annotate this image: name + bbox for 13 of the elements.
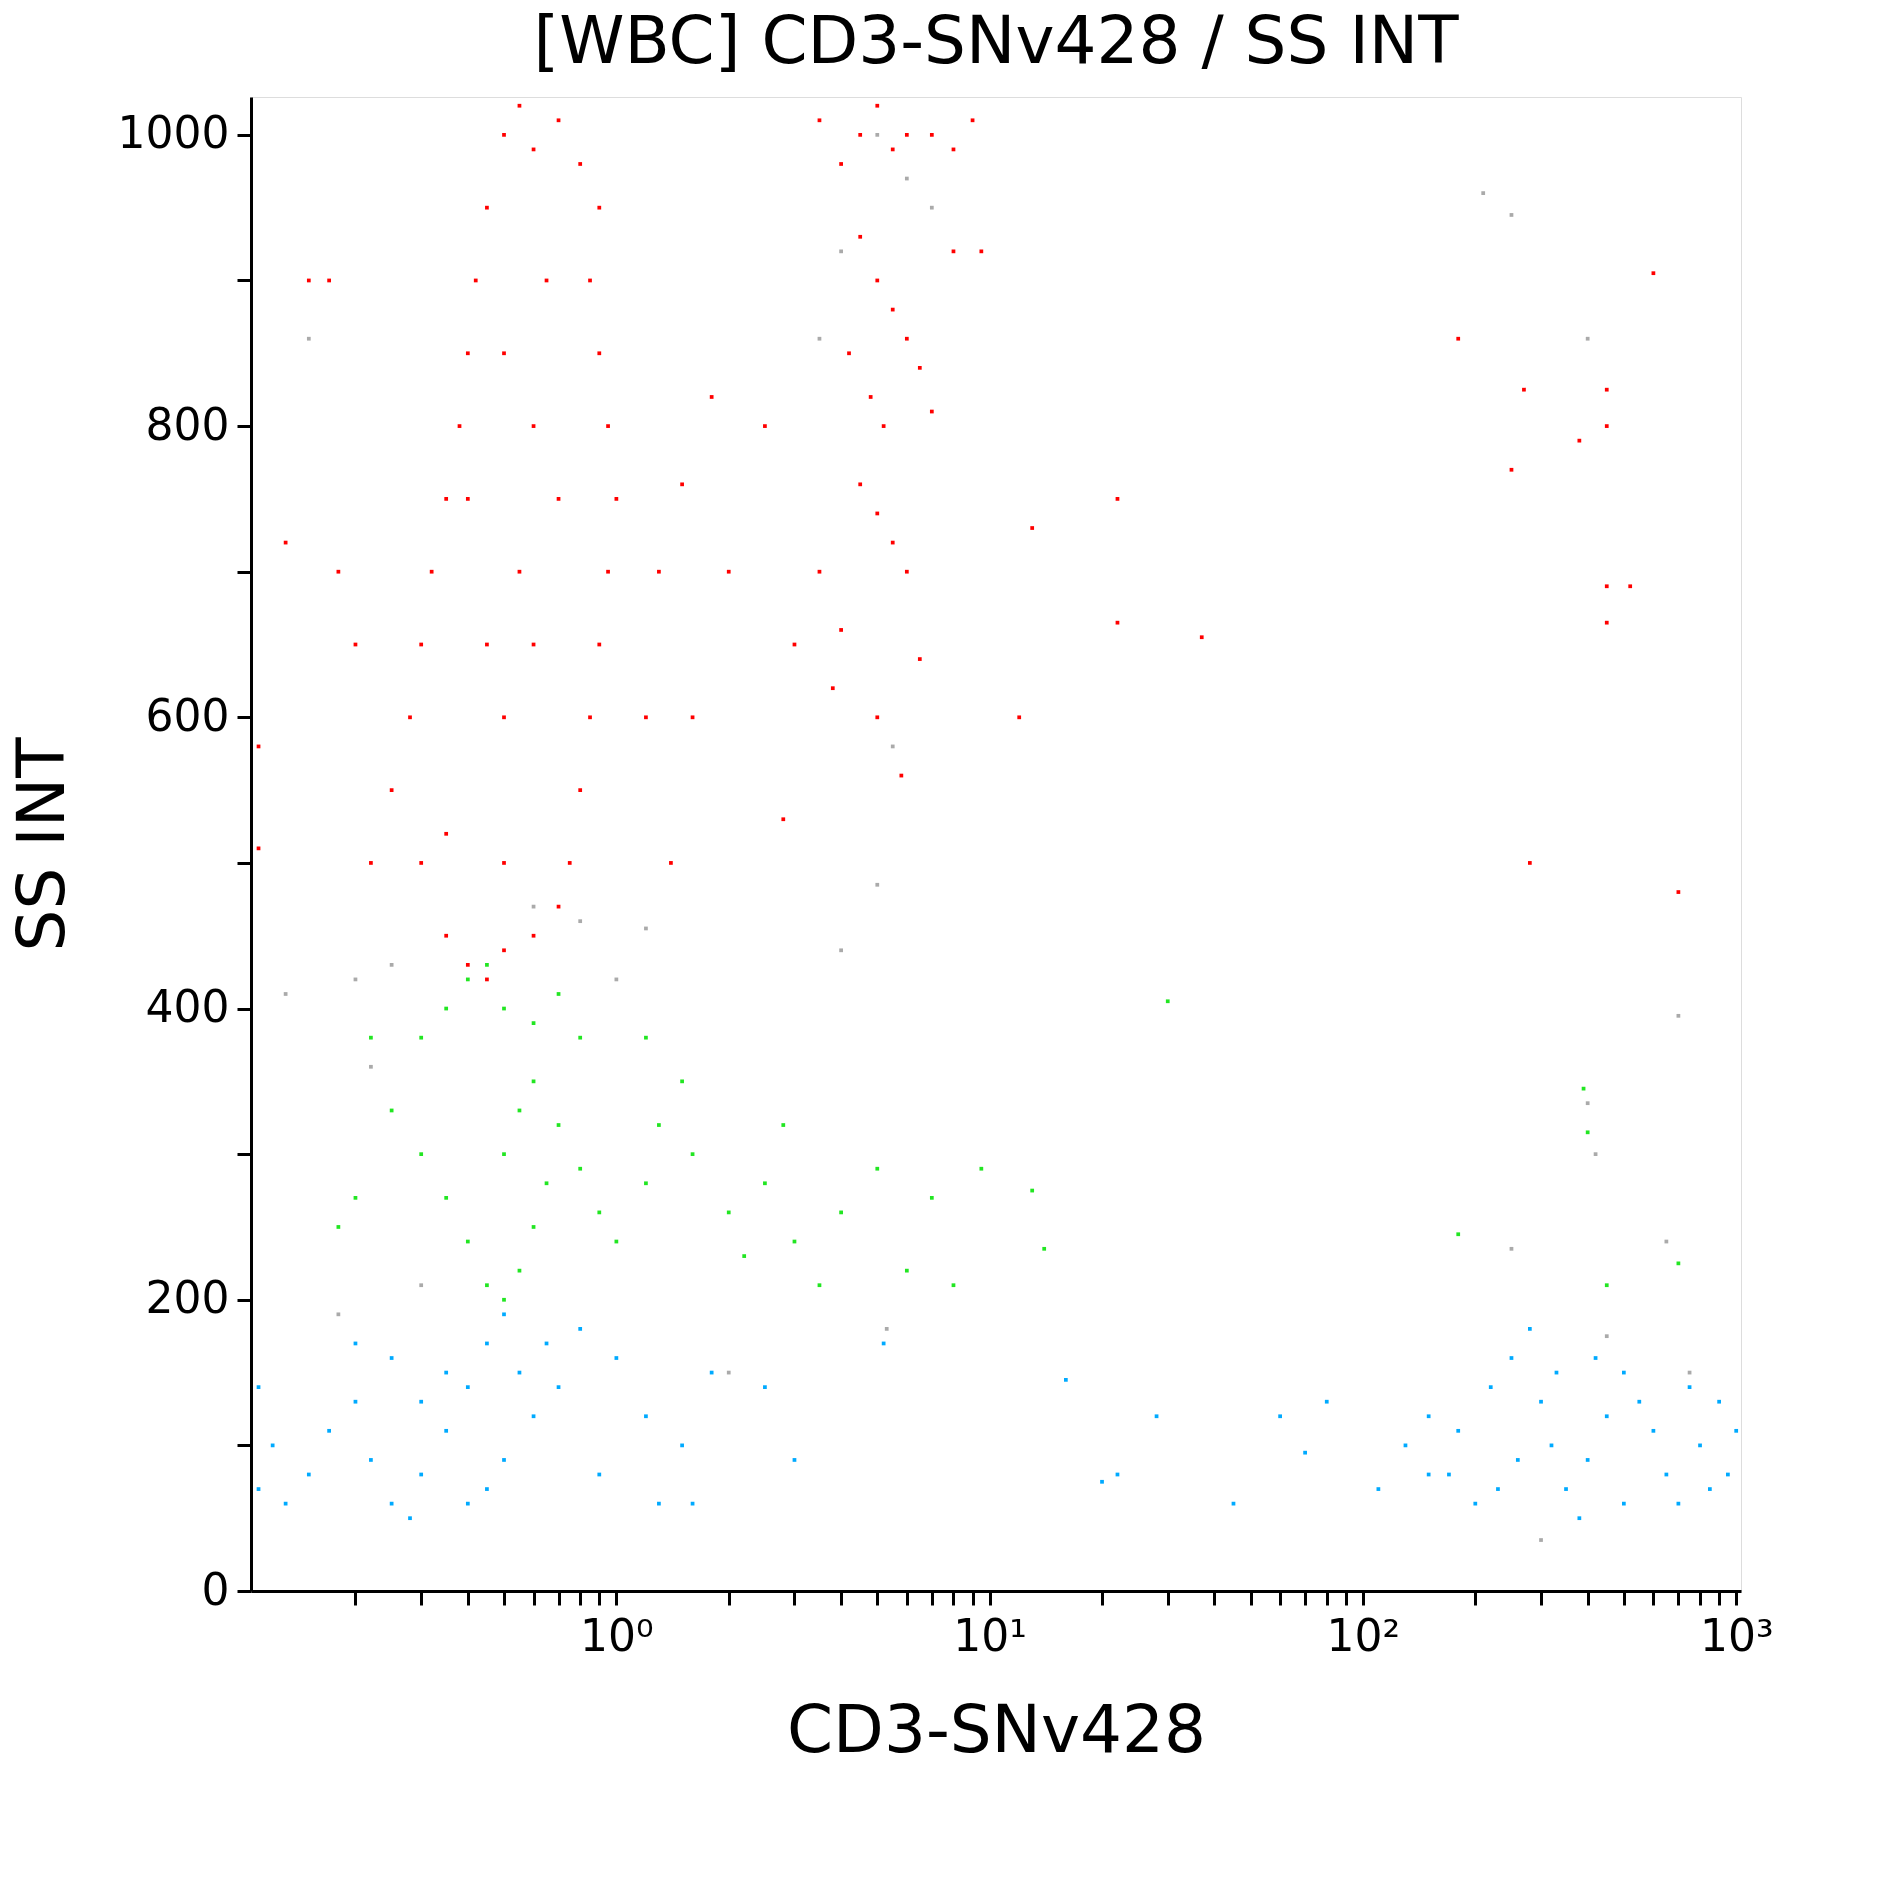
x-tick-label: 10⁰	[580, 1609, 654, 1661]
y-tick-label: 1000	[117, 107, 230, 159]
x-tick-label: 10²	[1326, 1609, 1401, 1661]
y-tick-label: 0	[201, 1563, 230, 1615]
y-tick-label: 600	[145, 689, 230, 741]
y-tick-label: 200	[145, 1272, 230, 1324]
y-tick-label: 800	[145, 398, 230, 450]
y-tick-label: 400	[145, 981, 230, 1033]
y-axis-title: SS INT	[2, 736, 80, 952]
chart-title: [WBC] CD3-SNv428 / SS INT	[533, 2, 1460, 79]
x-tick-label: 10¹	[953, 1609, 1027, 1661]
x-axis-title: CD3-SNv428	[786, 1690, 1207, 1768]
x-tick-label: 10³	[1699, 1609, 1774, 1661]
